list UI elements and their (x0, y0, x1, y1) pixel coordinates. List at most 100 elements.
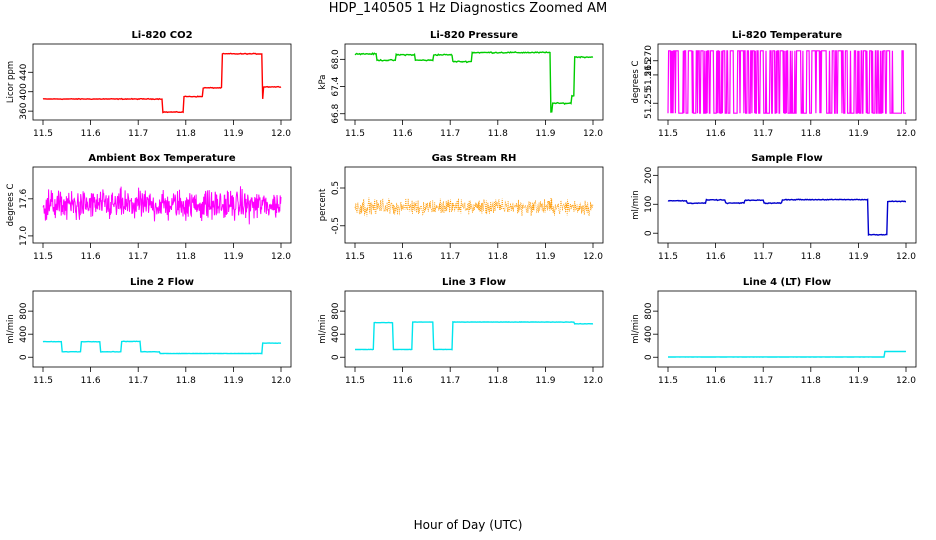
y-tick-label: 400 (19, 83, 29, 100)
x-tick-label: 12.0 (271, 129, 291, 139)
data-group (42, 52, 282, 114)
y-tick-label: 66.8 (331, 103, 341, 123)
y-tick-label: 0 (644, 354, 654, 360)
x-tick-label: 11.9 (223, 376, 243, 386)
y-tick-label: 17.0 (19, 226, 29, 246)
x-tick-label: 11.5 (658, 129, 678, 139)
x-tick-label: 11.5 (33, 252, 53, 262)
y-axis-label: degrees C (631, 61, 641, 104)
figure-title: HDP_140505 1 Hz Diagnostics Zoomed AM (328, 1, 608, 16)
data-group (355, 321, 594, 351)
series-line (354, 50, 594, 113)
x-tick-label: 11.6 (81, 252, 101, 262)
plot-frame (344, 290, 604, 368)
series-line (42, 52, 282, 114)
y-axis-label: ml/min (631, 314, 641, 344)
series-line (667, 50, 906, 114)
x-tick-label: 12.0 (583, 376, 603, 386)
x-tick-label: 12.0 (271, 376, 291, 386)
panel-5: Gas Stream RH 11.5 11.6 11.7 11.8 11.9 12.0 -0.… (318, 153, 604, 262)
panel-title: Line 4 (LT) Flow (743, 277, 831, 288)
x-tick-label: 12.0 (896, 376, 916, 386)
x-tick-label: 11.9 (223, 129, 243, 139)
panel-6: Sample Flow 11.5 11.6 11.7 11.8 11.9 12.0 0 100 2… (631, 153, 917, 262)
panel-9: Line 4 (LT) Flow 11.5 11.6 11.7 11.8 11.9 12.0… (631, 277, 917, 386)
y-tick-label: 400 (19, 325, 29, 342)
x-tick-label: 12.0 (896, 129, 916, 139)
y-tick-label: 400 (644, 325, 654, 342)
y-tick-label: 200 (644, 166, 654, 183)
plot-frame (32, 43, 292, 121)
x-tick-label: 11.9 (848, 376, 868, 386)
x-tick-label: 11.6 (393, 252, 413, 262)
panel-7: Line 2 Flow 11.5 11.6 11.7 11.8 11.9 12.0 0 400 8… (6, 277, 292, 386)
panel-title: Li-820 Pressure (430, 30, 518, 41)
x-tick-label: 11.7 (128, 376, 148, 386)
x-tick-label: 11.8 (488, 252, 508, 262)
plot-frame (344, 166, 604, 244)
x-tick-label: 11.7 (440, 129, 460, 139)
panel-3: Li-820 Temperature 11.5 11.6 11.7 11.8 11.9 12… (631, 30, 917, 139)
series-line (668, 350, 907, 358)
x-tick-label: 11.5 (658, 376, 678, 386)
y-tick-label: 51.255 (644, 88, 654, 120)
y-tick-label: 360 (19, 102, 29, 119)
plot-frame (657, 166, 917, 244)
series-points (354, 197, 594, 217)
series-line (42, 340, 282, 355)
y-axis-label: degrees C (6, 184, 16, 227)
x-tick-label: 11.6 (706, 376, 726, 386)
x-tick-label: 11.6 (393, 129, 413, 139)
x-tick-label: 11.7 (753, 252, 773, 262)
plot-frame (657, 290, 917, 368)
x-tick-label: 11.8 (176, 129, 196, 139)
plot-frame (344, 43, 604, 121)
x-tick-label: 11.9 (223, 252, 243, 262)
x-tick-label: 11.9 (848, 129, 868, 139)
y-tick-label: 17.6 (19, 189, 29, 209)
data-group (354, 197, 594, 217)
series-line (667, 198, 907, 236)
x-tick-label: 11.5 (345, 129, 365, 139)
x-axis-label: Hour of Day (UTC) (413, 518, 523, 532)
series-line (42, 186, 282, 225)
plot-frame (657, 43, 917, 121)
panel-title: Ambient Box Temperature (88, 153, 235, 164)
data-group (667, 50, 906, 114)
x-tick-label: 11.7 (440, 376, 460, 386)
x-tick-label: 11.6 (706, 129, 726, 139)
y-axis-label: kPa (318, 75, 328, 90)
y-tick-label: 400 (331, 325, 341, 342)
x-tick-label: 12.0 (896, 252, 916, 262)
x-tick-label: 11.6 (81, 129, 101, 139)
y-tick-label: 0 (644, 230, 654, 236)
plot-frame (32, 166, 292, 244)
x-tick-label: 11.8 (801, 252, 821, 262)
panel-title: Line 3 Flow (442, 277, 506, 288)
y-tick-label: 0.5 (331, 181, 341, 195)
x-tick-label: 11.9 (535, 376, 555, 386)
x-tick-label: 11.5 (345, 376, 365, 386)
y-axis-label: Licor ppm (6, 61, 16, 103)
x-tick-label: 11.8 (176, 376, 196, 386)
x-tick-label: 11.7 (753, 376, 773, 386)
y-tick-label: 800 (644, 302, 654, 319)
x-tick-label: 11.7 (128, 129, 148, 139)
x-tick-label: 11.8 (488, 129, 508, 139)
data-group (667, 198, 907, 236)
y-tick-label: 68.0 (331, 49, 341, 69)
y-tick-label: 51.270 (644, 45, 654, 77)
x-tick-label: 11.6 (706, 252, 726, 262)
x-tick-label: 11.5 (658, 252, 678, 262)
series-line (355, 321, 594, 351)
x-tick-label: 11.7 (753, 129, 773, 139)
panel-1: Li-820 CO2 11.5 11.6 11.7 11.8 11.9 12.0 360 400… (6, 30, 292, 139)
y-tick-label: -0.5 (331, 217, 341, 235)
data-group (42, 340, 282, 355)
x-tick-label: 12.0 (583, 129, 603, 139)
y-axis-label: ml/min (318, 314, 328, 344)
x-tick-label: 12.0 (583, 252, 603, 262)
panel-title: Gas Stream RH (432, 153, 517, 164)
y-axis-label: ml/min (6, 314, 16, 344)
